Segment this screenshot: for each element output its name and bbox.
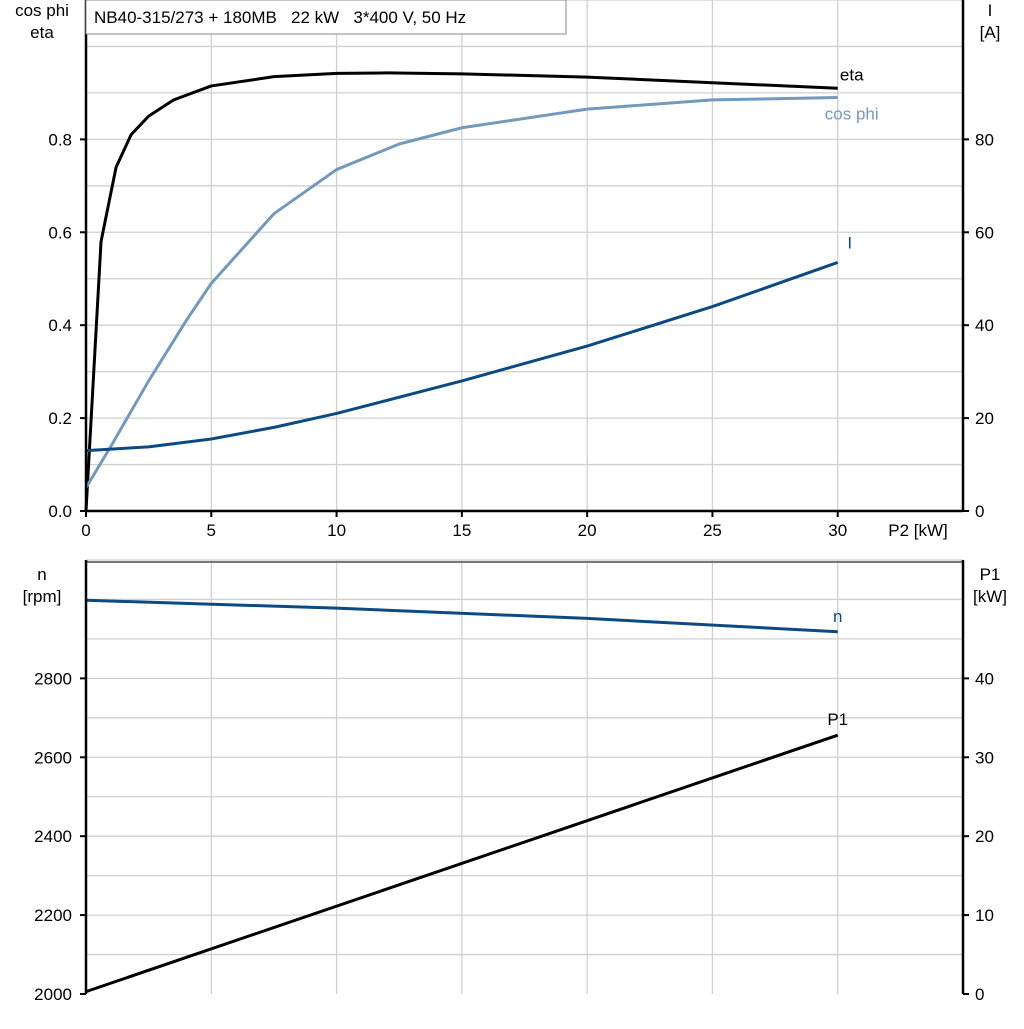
- series-label: eta: [840, 65, 864, 84]
- series-label: n: [833, 607, 842, 626]
- y-tick-label-left: 2200: [34, 906, 72, 925]
- y-tick-label-right: 10: [975, 906, 994, 925]
- x-tick-label: 10: [327, 521, 346, 540]
- y-axis-label-left: cos phi: [15, 1, 69, 20]
- y-tick-label-left: 2600: [34, 748, 72, 767]
- y-axis-label-right: P1: [980, 565, 1001, 584]
- series-label: P1: [827, 710, 848, 729]
- x-tick-label: 15: [452, 521, 471, 540]
- series-label: I: [847, 233, 852, 252]
- chart-title: NB40-315/273 + 180MB 22 kW 3*400 V, 50 H…: [94, 8, 466, 27]
- y-tick-label-right: 20: [975, 827, 994, 846]
- x-tick-label: 20: [578, 521, 597, 540]
- x-tick-label: 30: [828, 521, 847, 540]
- y-tick-label-right: 0: [975, 502, 984, 521]
- series-label: cos phi: [825, 105, 879, 124]
- y-tick-label-left: 0.2: [48, 409, 72, 428]
- y-tick-label-left: 0.8: [48, 130, 72, 149]
- y-tick-label-right: 40: [975, 669, 994, 688]
- y-tick-label-right: 20: [975, 409, 994, 428]
- y-axis-label-left: n: [37, 565, 46, 584]
- y-tick-label-right: 80: [975, 130, 994, 149]
- y-tick-label-left: 0.6: [48, 223, 72, 242]
- y-tick-label-left: 2400: [34, 827, 72, 846]
- y-axis-label-right: [A]: [980, 23, 1001, 42]
- y-tick-label-left: 2000: [34, 985, 72, 1004]
- y-tick-label-left: 0.4: [48, 316, 72, 335]
- y-tick-label-left: 2800: [34, 669, 72, 688]
- y-axis-label-left: eta: [30, 23, 54, 42]
- y-axis-label-right: [kW]: [973, 587, 1007, 606]
- y-tick-label-right: 0: [975, 985, 984, 1004]
- y-axis-label-right: I: [988, 1, 993, 20]
- y-tick-label-right: 40: [975, 316, 994, 335]
- y-tick-label-right: 60: [975, 223, 994, 242]
- x-tick-label: 5: [207, 521, 216, 540]
- y-tick-label-left: 0.0: [48, 502, 72, 521]
- y-axis-label-left: [rpm]: [23, 587, 62, 606]
- x-axis-label: P2 [kW]: [888, 521, 948, 540]
- x-tick-label: 0: [81, 521, 90, 540]
- y-tick-label-right: 30: [975, 748, 994, 767]
- x-tick-label: 25: [703, 521, 722, 540]
